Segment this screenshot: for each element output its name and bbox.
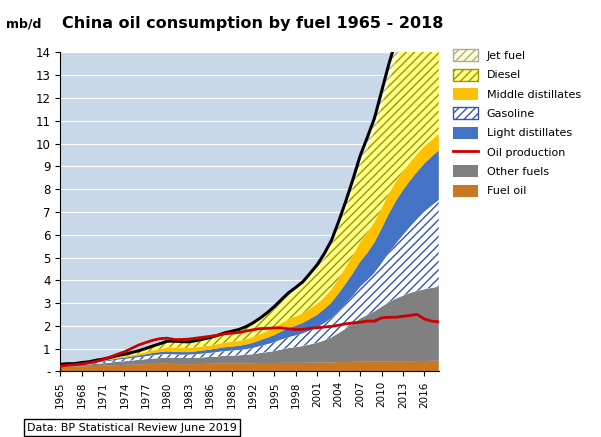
Text: Data: BP Statistical Review June 2019: Data: BP Statistical Review June 2019: [27, 423, 237, 433]
Text: mb/d: mb/d: [6, 17, 41, 31]
Legend: Jet fuel, Diesel, Middle distillates, Gasoline, Light distillates, Oil productio: Jet fuel, Diesel, Middle distillates, Ga…: [453, 49, 581, 197]
Text: China oil consumption by fuel 1965 - 2018: China oil consumption by fuel 1965 - 201…: [62, 16, 443, 31]
